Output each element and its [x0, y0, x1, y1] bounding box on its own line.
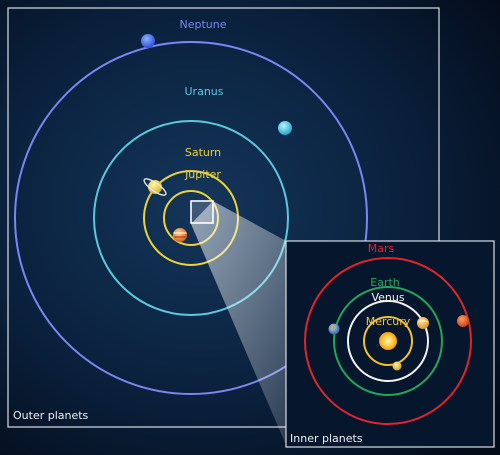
- sun-icon: [379, 332, 397, 350]
- outer-panel-caption: Outer planets: [13, 409, 89, 422]
- inner-panel-caption: Inner planets: [290, 432, 363, 445]
- venus-label: Venus: [371, 291, 404, 304]
- zoom-source-box: [190, 200, 214, 224]
- venus-orbit: [347, 300, 429, 382]
- outer-panel-frame: [7, 7, 440, 428]
- saturn-label: Saturn: [185, 146, 221, 159]
- uranus-orbit: [93, 120, 289, 316]
- jupiter-label: Jupiter: [184, 168, 221, 181]
- uranus-label: Uranus: [185, 85, 224, 98]
- uranus-icon: [278, 121, 292, 135]
- earth-label: Earth: [370, 276, 400, 289]
- jupiter-icon: [173, 228, 187, 242]
- mars-label: Mars: [368, 242, 395, 255]
- earth-orbit: [333, 286, 443, 396]
- zoom-beam: [191, 201, 286, 445]
- mercury-orbit: [363, 316, 413, 366]
- neptune-label: Neptune: [179, 18, 226, 31]
- mercury-label: Mercury: [366, 315, 411, 328]
- neptune-icon: [141, 34, 155, 48]
- neptune-orbit: [14, 41, 368, 395]
- earth-icon: [328, 323, 340, 335]
- mercury-icon: [392, 361, 402, 371]
- mars-icon: [457, 315, 469, 327]
- saturn-icon: [143, 178, 167, 196]
- venus-icon: [417, 317, 429, 329]
- mars-orbit: [304, 257, 472, 425]
